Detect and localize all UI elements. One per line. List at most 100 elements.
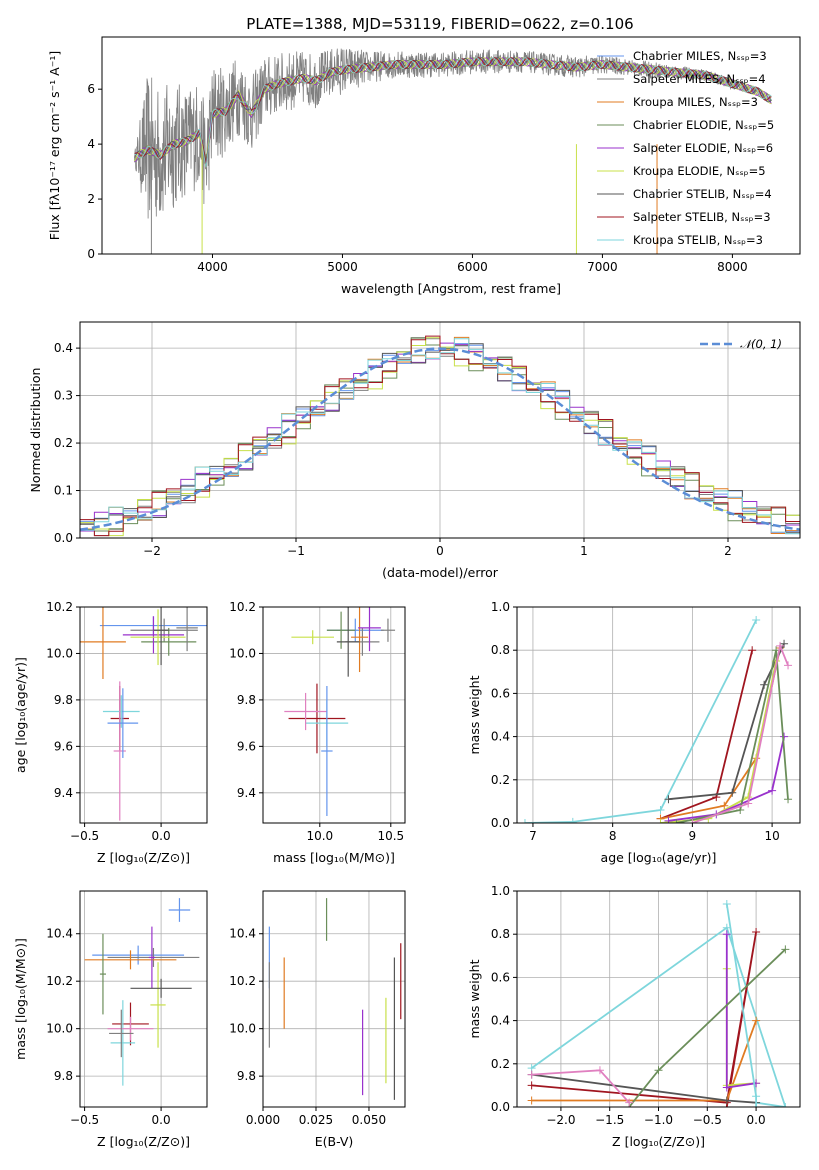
y-tick-label: 4 bbox=[87, 137, 95, 151]
x-tick-label: 10.5 bbox=[377, 829, 404, 843]
x-tick-label: 0.050 bbox=[352, 1113, 386, 1127]
marker-plus bbox=[728, 788, 737, 797]
marker-plus bbox=[752, 615, 761, 624]
y-tick-label: 0 bbox=[87, 247, 95, 261]
x-axis-label: age [log₁₀(age/yr)] bbox=[601, 850, 717, 865]
y-tick-label: 1.0 bbox=[491, 600, 510, 614]
x-tick-label: 6000 bbox=[457, 260, 488, 274]
y-tick-label: 9.8 bbox=[54, 693, 73, 707]
legend-label: 𝒩(0, 1) bbox=[740, 337, 782, 351]
series-line-3 bbox=[668, 643, 785, 801]
y-tick-label: 9.8 bbox=[237, 693, 256, 707]
y-tick-label: 10.0 bbox=[46, 1022, 73, 1036]
y-tick-label: 9.4 bbox=[237, 786, 256, 800]
marker-plus bbox=[760, 680, 769, 689]
legend-label: Kroupa MILES, Nₛₛₚ=3 bbox=[633, 95, 758, 109]
y-tick-label: 0.1 bbox=[54, 484, 73, 498]
marker-plus bbox=[752, 928, 761, 937]
x-axis-label: E(B-V) bbox=[315, 1134, 354, 1149]
y-tick-label: 10.2 bbox=[46, 600, 73, 614]
y-tick-label: 10.0 bbox=[229, 646, 256, 660]
x-tick-label: 0.000 bbox=[246, 1113, 280, 1127]
panel-Z-age: −0.5 0.0 9.4 9.6 9.8 10.0 10.2 Z [log₁₀(Z/Z⊙)] a… bbox=[13, 600, 208, 865]
marker-plus bbox=[656, 819, 665, 823]
x-tick-label: 0 bbox=[436, 544, 444, 558]
plot-area bbox=[527, 899, 790, 1107]
panel-residuals: 𝒩(0, 1) −2 −1 0 1 2 0.0 0.1 0.2 0.3 0.4 (data-model… bbox=[28, 321, 801, 580]
x-tick-label: −2.0 bbox=[546, 1113, 575, 1127]
marker-plus bbox=[768, 786, 777, 795]
y-tick-label: 9.6 bbox=[237, 739, 256, 753]
panel-EBV-mass: 0.000 0.025 0.050 9.8 10.0 10.2 10.4 E(B-V) bbox=[229, 890, 406, 1149]
y-axis-label: Normed distribution bbox=[28, 368, 43, 493]
marker-plus bbox=[748, 646, 757, 655]
x-axis-label: Z [log₁₀(Z/Z⊙)] bbox=[612, 1134, 705, 1149]
marker-plus bbox=[568, 817, 577, 823]
x-tick-label: −0.5 bbox=[70, 1113, 99, 1127]
plot-area bbox=[80, 607, 207, 821]
axes-frame bbox=[516, 606, 801, 824]
marker-plus bbox=[595, 1066, 604, 1075]
x-tick-label: 5000 bbox=[327, 260, 358, 274]
y-tick-label: 10.0 bbox=[46, 646, 73, 660]
series-line-1 bbox=[531, 931, 757, 1107]
y-axis-label: mass weight bbox=[467, 675, 482, 754]
marker-plus bbox=[752, 1016, 761, 1025]
x-tick-label: 1 bbox=[580, 544, 588, 558]
marker-plus bbox=[781, 1103, 790, 1107]
y-axis-label: Flux [fλ10⁻¹⁷ erg cm⁻² s⁻¹ A⁻¹] bbox=[47, 51, 62, 240]
panel-Z-mass: −0.5 0.0 9.8 10.0 10.2 10.4 Z [log₁₀(Z/Z⊙)] mas… bbox=[13, 890, 208, 1149]
marker-plus bbox=[664, 816, 673, 823]
marker-plus bbox=[752, 1103, 761, 1107]
x-tick-label: −0.5 bbox=[693, 1113, 722, 1127]
marker-plus bbox=[722, 1083, 731, 1092]
series-line-6 bbox=[676, 650, 789, 823]
y-tick-label: 9.6 bbox=[54, 739, 73, 753]
series-line-1 bbox=[660, 649, 754, 820]
y-axis-label: age [log₁₀(age/yr)] bbox=[13, 657, 28, 773]
marker-plus bbox=[784, 795, 793, 804]
legend-label: Chabrier MILES, Nₛₛₚ=3 bbox=[633, 49, 767, 63]
x-tick-label: 7000 bbox=[587, 260, 618, 274]
y-tick-label: 10.2 bbox=[229, 974, 256, 988]
series-line-7 bbox=[692, 642, 789, 823]
y-tick-label: 9.8 bbox=[237, 1069, 256, 1083]
marker-plus bbox=[672, 819, 681, 823]
plot-area bbox=[134, 48, 772, 254]
x-axis-label: Z [log₁₀(Z/Z⊙)] bbox=[97, 850, 190, 865]
x-tick-label: 7 bbox=[529, 829, 537, 843]
marker-plus bbox=[722, 930, 731, 939]
marker-plus bbox=[625, 1098, 634, 1107]
marker-plus bbox=[722, 1096, 731, 1105]
x-axis-label: wavelength [Angstrom, rest frame] bbox=[341, 281, 561, 296]
marker-plus bbox=[527, 1096, 536, 1105]
y-tick-label: 10.0 bbox=[229, 1022, 256, 1036]
model-line-6 bbox=[134, 57, 772, 161]
plot-area bbox=[284, 607, 396, 817]
marker-plus bbox=[781, 945, 790, 954]
x-axis-label: (data-model)/error bbox=[382, 565, 499, 580]
y-tick-label: 0.2 bbox=[491, 773, 510, 787]
y-tick-label: 9.4 bbox=[54, 786, 73, 800]
marker-plus bbox=[688, 819, 697, 823]
marker-plus bbox=[527, 1081, 536, 1090]
y-tick-label: 0.2 bbox=[54, 436, 73, 450]
legend-label: Kroupa ELODIE, Nₛₛₚ=5 bbox=[633, 164, 766, 178]
marker-plus bbox=[780, 639, 789, 648]
y-tick-label: 0.6 bbox=[491, 686, 510, 700]
y-tick-label: 0.4 bbox=[491, 1014, 510, 1028]
gaussian-curve bbox=[80, 347, 800, 531]
x-tick-label: −1.5 bbox=[595, 1113, 624, 1127]
x-tick-label: 2 bbox=[724, 544, 732, 558]
series-line-5 bbox=[668, 736, 785, 822]
y-tick-label: 0.8 bbox=[491, 927, 510, 941]
legend-label: Salpeter MILES, Nₛₛₚ=4 bbox=[633, 72, 766, 86]
x-tick-label: 8 bbox=[609, 829, 617, 843]
plot-area bbox=[80, 335, 800, 537]
axes-frame bbox=[262, 606, 406, 824]
x-tick-label: 4000 bbox=[197, 260, 228, 274]
marker-plus bbox=[744, 799, 753, 808]
legend-label: Chabrier ELODIE, Nₛₛₚ=5 bbox=[633, 118, 774, 132]
axes-frame bbox=[79, 606, 208, 824]
y-tick-label: 1.0 bbox=[491, 884, 510, 898]
